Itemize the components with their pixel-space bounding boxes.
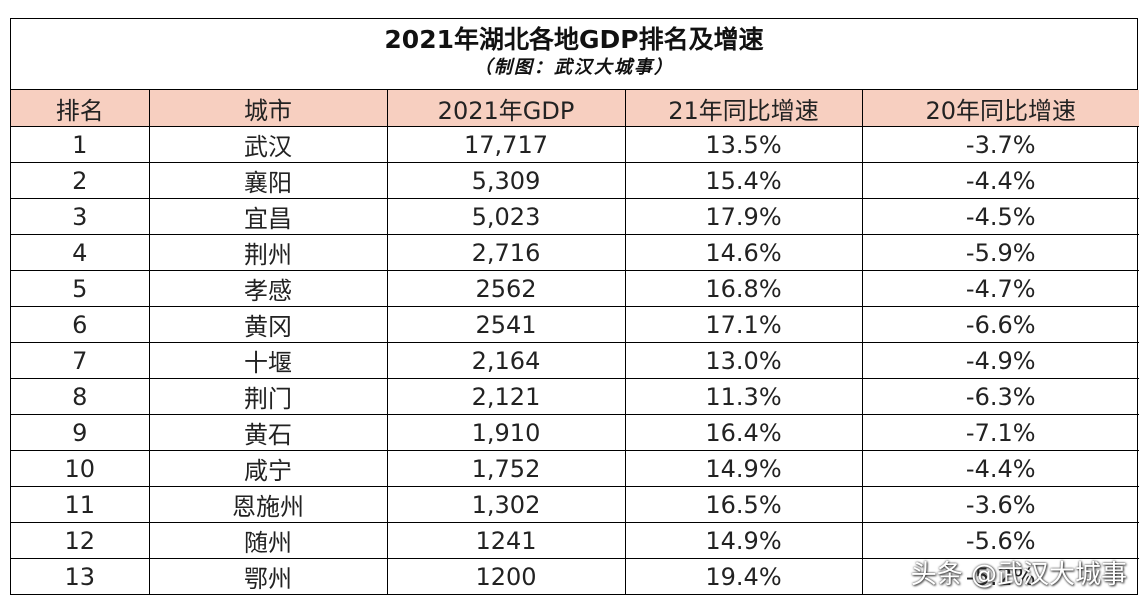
gdp-cell: 17,717: [386, 126, 626, 163]
gdp-cell: 1,302: [386, 486, 626, 523]
rank-cell: 1: [11, 126, 150, 163]
city-cell: 十堰: [148, 342, 388, 379]
gdp-ranking-table-sheet: 2021年湖北各地GDP排名及增速 （制图：武汉大城事） 排名 城市 2021年…: [10, 18, 1139, 595]
growth-2020-cell: -6.3%: [861, 378, 1139, 415]
growth-2020-cell: -4.9%: [861, 342, 1139, 379]
growth-2021-cell: 11.3%: [624, 378, 863, 415]
city-cell: 孝感: [148, 270, 388, 307]
rank-cell: 9: [11, 414, 150, 451]
gdp-cell: 5,309: [386, 162, 626, 199]
city-cell: 鄂州: [148, 558, 388, 594]
rank-cell: 4: [11, 234, 150, 271]
city-cell: 荆州: [148, 234, 388, 271]
growth-2021-cell: 16.4%: [624, 414, 863, 451]
table-row: 6 黄冈 2541 17.1% -6.6%: [11, 306, 1139, 343]
city-cell: 随州: [148, 522, 388, 559]
growth-2021-cell: 17.1%: [624, 306, 863, 343]
table-row: 8 荆门 2,121 11.3% -6.3%: [11, 378, 1139, 415]
city-cell: 恩施州: [148, 486, 388, 523]
gdp-cell: 2,716: [386, 234, 626, 271]
table-row: 10 咸宁 1,752 14.9% -4.4%: [11, 450, 1139, 487]
table-row: 4 荆州 2,716 14.6% -5.9%: [11, 234, 1139, 271]
rank-cell: 2: [11, 162, 150, 199]
table-body: 1 武汉 17,717 13.5% -3.7% 2 襄阳 5,309 15.4% -4.4% 3 宜昌…: [11, 126, 1139, 594]
rank-cell: 5: [11, 270, 150, 307]
rank-cell: 13: [11, 558, 150, 594]
growth-2021-cell: 14.9%: [624, 522, 863, 559]
growth-2020-cell: -6.6%: [861, 306, 1139, 343]
growth-2021-cell: 13.0%: [624, 342, 863, 379]
growth-2021-cell: 17.9%: [624, 198, 863, 235]
city-cell: 宜昌: [148, 198, 388, 235]
city-cell: 武汉: [148, 126, 388, 163]
growth-2020-cell: -5.2%: [861, 558, 1139, 594]
growth-2021-cell: 16.8%: [624, 270, 863, 307]
table-row: 5 孝感 2562 16.8% -4.7%: [11, 270, 1139, 307]
table-row: 12 随州 1241 14.9% -5.6%: [11, 522, 1139, 559]
column-header-city: 城市: [148, 90, 388, 127]
rank-cell: 7: [11, 342, 150, 379]
gdp-cell: 1,752: [386, 450, 626, 487]
table-title-block: 2021年湖北各地GDP排名及增速 （制图：武汉大城事）: [11, 19, 1137, 90]
table-row: 13 鄂州 1200 19.4% -5.2%: [11, 558, 1139, 594]
table-subtitle: （制图：武汉大城事）: [474, 57, 674, 78]
city-cell: 襄阳: [148, 162, 388, 199]
city-cell: 荆门: [148, 378, 388, 415]
growth-2021-cell: 13.5%: [624, 126, 863, 163]
table-row: 1 武汉 17,717 13.5% -3.7%: [11, 126, 1139, 163]
gdp-ranking-table: 排名 城市 2021年GDP 21年同比增速 20年同比增速 1 武汉 17,717…: [11, 90, 1139, 594]
growth-2020-cell: -4.4%: [861, 162, 1139, 199]
table-row: 11 恩施州 1,302 16.5% -3.6%: [11, 486, 1139, 523]
growth-2020-cell: -5.6%: [861, 522, 1139, 559]
growth-2021-cell: 14.6%: [624, 234, 863, 271]
gdp-cell: 2541: [386, 306, 626, 343]
gdp-cell: 1241: [386, 522, 626, 559]
table-row: 7 十堰 2,164 13.0% -4.9%: [11, 342, 1139, 379]
gdp-cell: 2,164: [386, 342, 626, 379]
table-header-row: 排名 城市 2021年GDP 21年同比增速 20年同比增速: [11, 90, 1139, 127]
rank-cell: 10: [11, 450, 150, 487]
rank-cell: 11: [11, 486, 150, 523]
rank-cell: 6: [11, 306, 150, 343]
column-header-growth-2020: 20年同比增速: [861, 90, 1139, 127]
growth-2020-cell: -3.6%: [861, 486, 1139, 523]
table-title: 2021年湖北各地GDP排名及增速: [384, 25, 764, 54]
gdp-cell: 2562: [386, 270, 626, 307]
city-cell: 咸宁: [148, 450, 388, 487]
column-header-rank: 排名: [11, 90, 150, 127]
table-row: 2 襄阳 5,309 15.4% -4.4%: [11, 162, 1139, 199]
growth-2021-cell: 19.4%: [624, 558, 863, 594]
growth-2021-cell: 15.4%: [624, 162, 863, 199]
gdp-cell: 1200: [386, 558, 626, 594]
column-header-gdp-2021: 2021年GDP: [386, 90, 626, 127]
rank-cell: 12: [11, 522, 150, 559]
table-row: 3 宜昌 5,023 17.9% -4.5%: [11, 198, 1139, 235]
growth-2020-cell: -7.1%: [861, 414, 1139, 451]
growth-2020-cell: -4.7%: [861, 270, 1139, 307]
rank-cell: 8: [11, 378, 150, 415]
growth-2020-cell: -4.4%: [861, 450, 1139, 487]
table-row: 9 黄石 1,910 16.4% -7.1%: [11, 414, 1139, 451]
city-cell: 黄石: [148, 414, 388, 451]
gdp-cell: 1,910: [386, 414, 626, 451]
column-header-growth-2021: 21年同比增速: [624, 90, 863, 127]
growth-2020-cell: -3.7%: [861, 126, 1139, 163]
growth-2021-cell: 14.9%: [624, 450, 863, 487]
watermark-text: 头条 @武汉大城事: [910, 560, 1127, 590]
rank-cell: 3: [11, 198, 150, 235]
growth-2020-cell: -4.5%: [861, 198, 1139, 235]
gdp-cell: 5,023: [386, 198, 626, 235]
growth-2021-cell: 16.5%: [624, 486, 863, 523]
growth-2020-cell: -5.9%: [861, 234, 1139, 271]
gdp-cell: 2,121: [386, 378, 626, 415]
city-cell: 黄冈: [148, 306, 388, 343]
